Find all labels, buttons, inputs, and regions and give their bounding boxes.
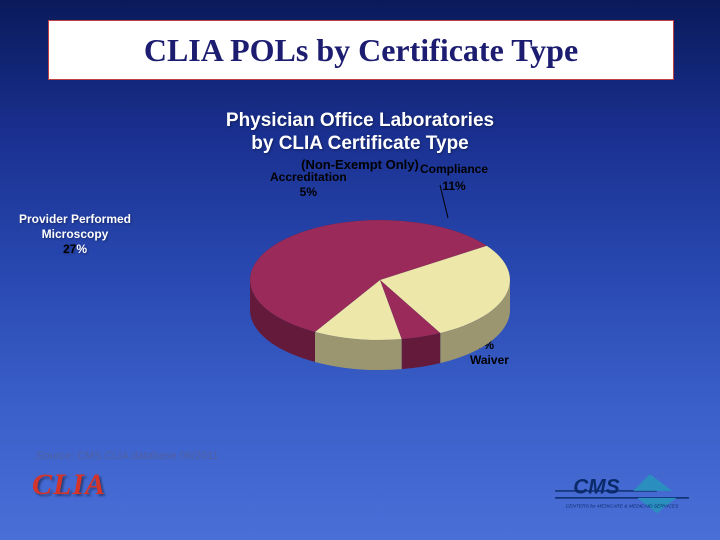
pie-chart — [240, 200, 540, 405]
chart-title: Physician Office Laboratories by CLIA Ce… — [60, 110, 660, 156]
title-box: CLIA POLs by Certificate Type — [48, 20, 674, 80]
label-compliance: Compliance 11% — [420, 162, 488, 194]
chart-title-line1: Physician Office Laboratories — [226, 110, 494, 131]
cms-logo-text: CMS — [573, 476, 619, 499]
cms-logo: CMS CENTERS for MEDICARE & MEDICAID SERV… — [552, 470, 692, 516]
label-ppm-pct: 27 — [63, 242, 76, 256]
pie-svg — [240, 200, 540, 400]
slide: CLIA POLs by Certificate Type Physician … — [0, 0, 720, 540]
label-accreditation-name: Accreditation — [270, 170, 347, 184]
cms-tagline: CENTERS for MEDICARE & MEDICAID SERVICES — [566, 504, 680, 510]
chart-subtitle: (Non-Exempt Only) — [60, 157, 660, 172]
clia-logo: CLIA — [32, 468, 106, 502]
label-compliance-name: Compliance — [420, 162, 488, 176]
label-accreditation: Accreditation 5% — [270, 170, 347, 200]
source-text: Source: CMS CLIA database 06/2011 — [36, 450, 219, 462]
chart-title-line2: by CLIA Certificate Type — [251, 133, 469, 154]
label-ppm-pct-suffix: % — [76, 242, 87, 256]
label-ppm: Provider Performed Microscopy 27% — [10, 212, 140, 257]
label-accreditation-pct: 5% — [300, 185, 317, 199]
chart-area: Physician Office Laboratories by CLIA Ce… — [60, 110, 660, 430]
label-compliance-pct: 11% — [420, 179, 488, 194]
slide-title: CLIA POLs by Certificate Type — [144, 32, 578, 69]
label-ppm-line2: Microscopy — [42, 227, 109, 241]
label-ppm-line1: Provider Performed — [19, 212, 131, 226]
